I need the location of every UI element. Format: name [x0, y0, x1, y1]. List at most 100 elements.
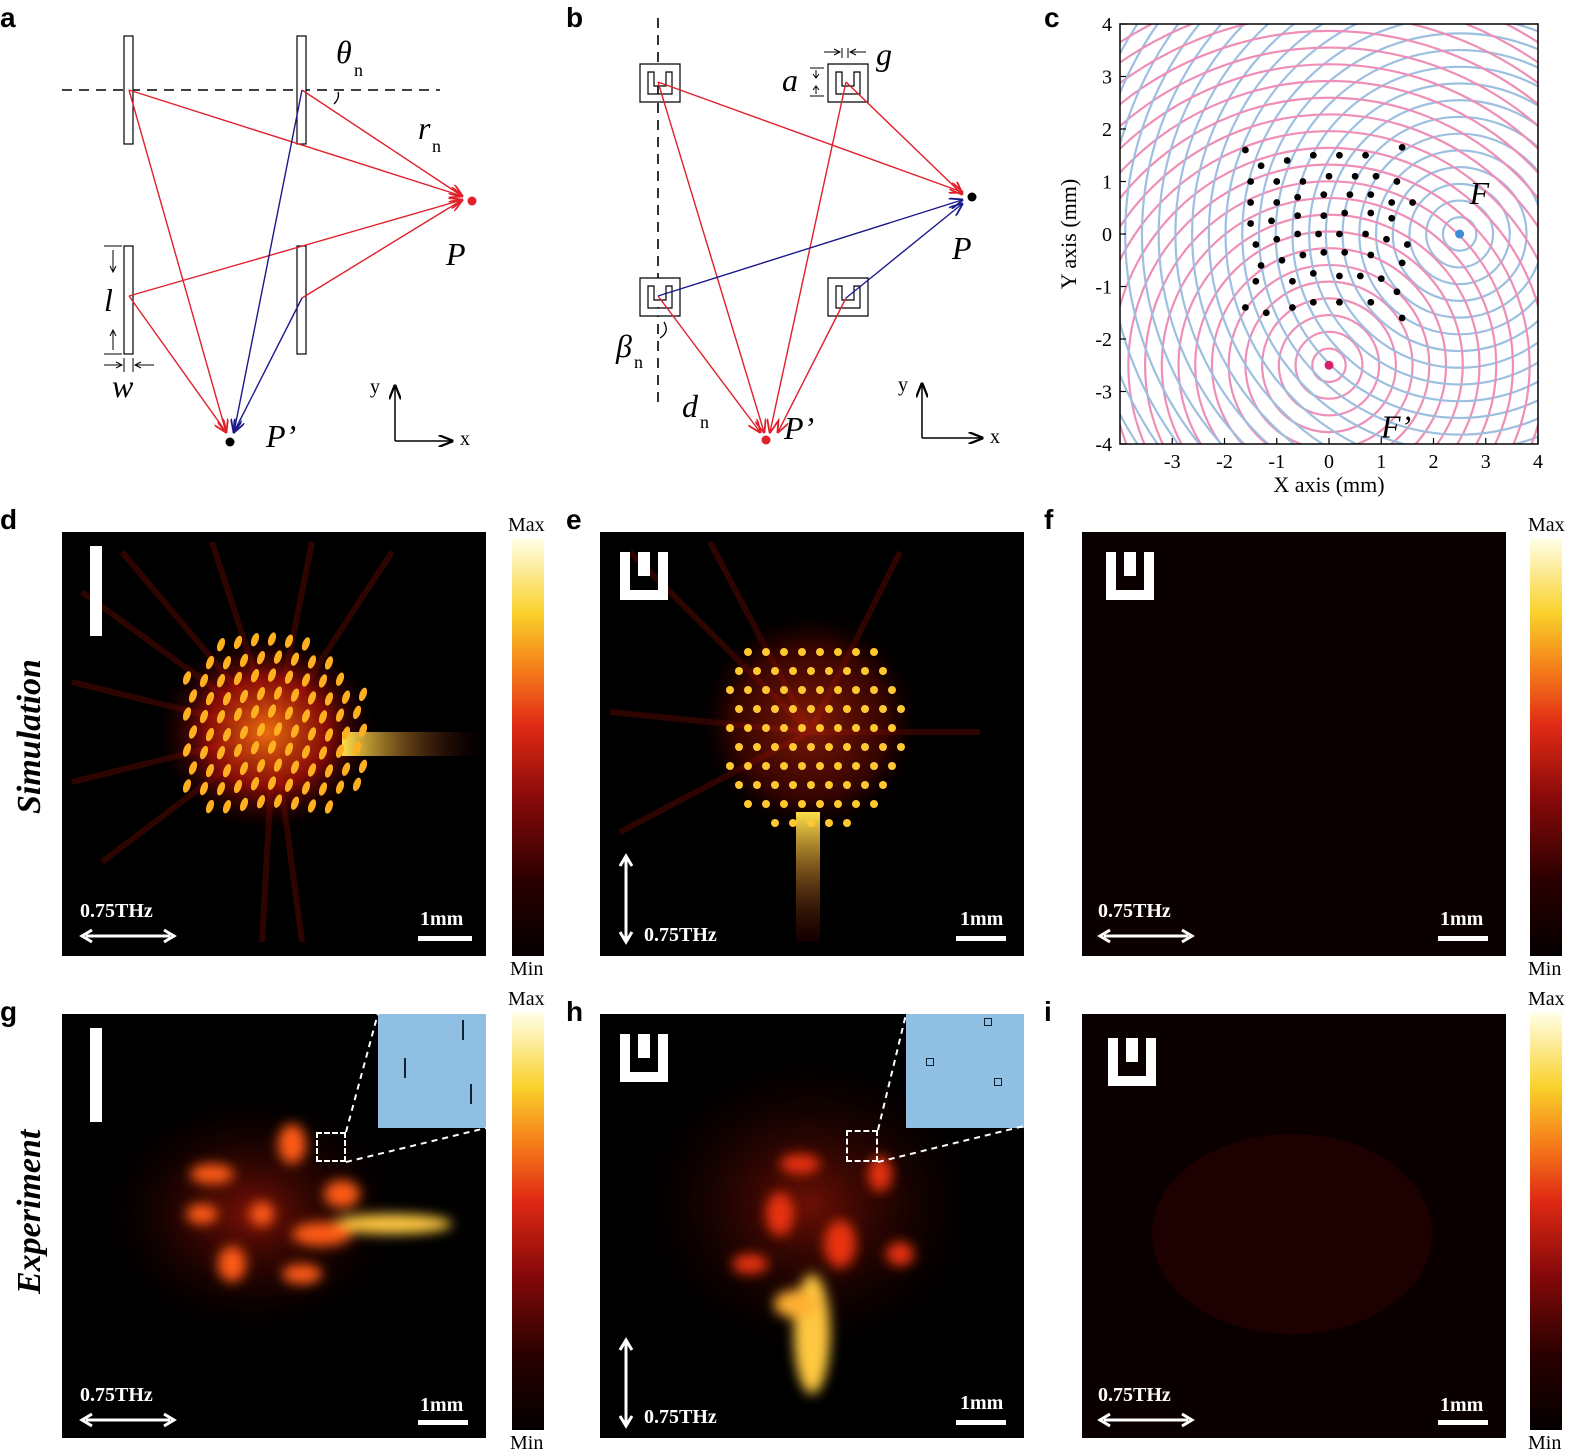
hotspot	[780, 724, 788, 732]
hotspot	[744, 686, 752, 694]
hotspot	[352, 705, 362, 720]
scale-bar-g	[418, 1420, 468, 1425]
field-map-g: 0.75THz 1mm	[62, 1014, 486, 1438]
scale-bar-d	[418, 936, 472, 941]
hotspot	[318, 746, 328, 760]
panel-label-e: e	[566, 504, 582, 535]
polarization-arrow-horizontal	[79, 928, 177, 944]
hotspot	[789, 781, 797, 789]
hotspot	[335, 708, 345, 722]
colorbar-min-d: Min	[510, 958, 544, 980]
y-tick-label: 4	[1102, 14, 1112, 36]
hotspot	[239, 689, 249, 704]
element-point	[1383, 235, 1390, 243]
hotspot	[852, 762, 860, 770]
x-tick-label: -2	[1216, 451, 1233, 473]
element-point	[1367, 209, 1375, 217]
element-point	[1346, 191, 1354, 199]
scale-label-d: 1mm	[420, 908, 464, 930]
colorbar-max-i: Max	[1528, 988, 1565, 1010]
hotspot	[861, 743, 869, 751]
hotspot	[771, 819, 779, 827]
hotspot	[205, 691, 215, 706]
hotspot	[216, 746, 226, 760]
hotspot	[762, 762, 770, 770]
hotspot	[358, 723, 368, 738]
hotspot	[216, 782, 226, 796]
element-point	[1299, 251, 1307, 259]
hotspot	[233, 743, 243, 758]
hotspot	[273, 686, 283, 700]
hotspot	[789, 667, 797, 675]
hotspot	[250, 741, 260, 755]
hotspot	[307, 655, 317, 669]
element-point	[1242, 146, 1249, 154]
hotspot	[744, 800, 752, 808]
hotspot	[324, 692, 334, 706]
hotspot	[870, 724, 878, 732]
element-point	[1409, 199, 1416, 206]
colorbar-g	[512, 1012, 544, 1430]
element-point	[1294, 230, 1302, 238]
hotspot	[735, 781, 743, 789]
element-point	[1242, 304, 1249, 311]
a-gap-label: a	[782, 62, 798, 98]
element-point	[1320, 191, 1328, 199]
srr-unit-icon-i	[1108, 1038, 1156, 1086]
y-tick-label: -1	[1095, 277, 1112, 299]
element-point	[1309, 151, 1317, 159]
hotspot	[798, 724, 806, 732]
hotspot	[301, 745, 311, 759]
hotspot	[290, 688, 300, 702]
hotspot	[256, 651, 266, 665]
hotspot	[267, 704, 277, 718]
hotspot	[789, 705, 797, 713]
hotspot	[205, 799, 215, 814]
x-tick-label: 3	[1481, 451, 1491, 473]
scale-label-h: 1mm	[960, 1392, 1004, 1414]
zoom-lines-h	[877, 1014, 1024, 1163]
colorbar-min-g: Min	[510, 1432, 544, 1454]
hotspot	[335, 672, 345, 686]
freq-label-f: 0.75THz	[1098, 900, 1171, 922]
hotspot	[807, 819, 815, 827]
focus-label-Fp: F’	[1380, 408, 1411, 444]
row-label-experiment: Experiment	[11, 1129, 48, 1294]
hotspot	[216, 638, 226, 652]
element-point	[1252, 241, 1260, 248]
hotspot	[318, 710, 328, 724]
point-P-b: P	[952, 230, 972, 266]
element-point	[1257, 162, 1265, 170]
y-tick-label: 3	[1102, 67, 1112, 89]
element-point	[1367, 251, 1375, 259]
hotspot	[324, 728, 334, 742]
hotspot	[256, 687, 266, 701]
hotspot	[816, 686, 824, 694]
hotspot	[762, 648, 770, 656]
x-tick-label: 1	[1376, 451, 1386, 473]
hotspot	[834, 686, 842, 694]
hotspot	[335, 744, 345, 758]
hotspot	[771, 743, 779, 751]
axis-x-a: x	[460, 428, 470, 450]
hotspot	[188, 761, 198, 775]
hotspot	[816, 648, 824, 656]
hotspot	[870, 686, 878, 694]
element-point	[1252, 277, 1260, 285]
hotspot	[834, 724, 842, 732]
colorbar-max-f: Max	[1528, 514, 1565, 536]
hotspot	[222, 764, 232, 778]
hotspot	[816, 724, 824, 732]
y-tick-label: -4	[1095, 434, 1112, 456]
hotspot	[789, 819, 797, 827]
hotspot	[284, 778, 294, 792]
element-point	[1289, 277, 1296, 285]
hotspot	[798, 686, 806, 694]
hotspot	[861, 781, 869, 789]
hotspot	[753, 667, 761, 675]
field-map-e: 0.75THz 1mm	[600, 532, 1024, 956]
element-point	[1398, 259, 1406, 267]
hotspot	[324, 764, 334, 778]
hotspot	[780, 800, 788, 808]
diagram-a	[62, 35, 477, 470]
